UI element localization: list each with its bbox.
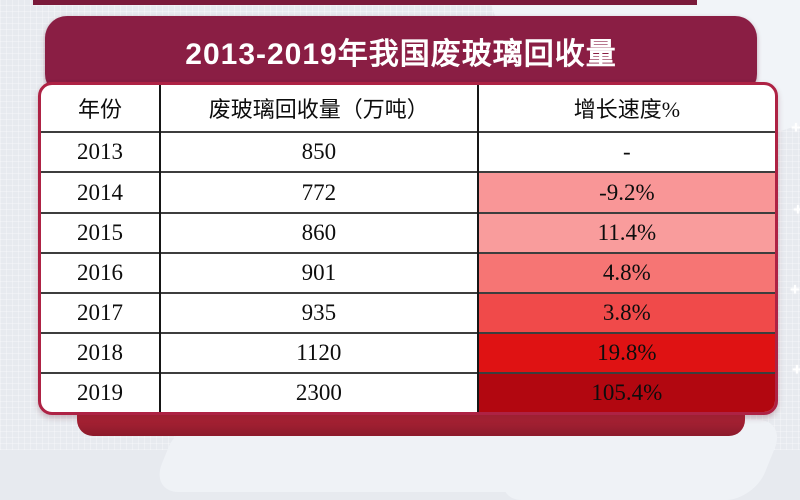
growth-cell: -9.2% xyxy=(476,171,775,213)
year-cell: 2014 xyxy=(41,171,160,213)
growth-cell: 4.8% xyxy=(476,251,775,293)
volume-cell: 901 xyxy=(158,251,478,293)
year-cell: 2015 xyxy=(41,211,160,253)
year-column-header: 年份 xyxy=(77,97,122,123)
year-cell: 2016 xyxy=(41,251,160,293)
volume-cell: 2300 xyxy=(158,372,478,412)
volume-cell: 772 xyxy=(158,171,478,213)
sparkle-icon: + xyxy=(791,118,800,137)
page-title: 2013-2019年我国废玻璃回收量 xyxy=(185,38,617,71)
growth-cell: 19.8% xyxy=(476,332,775,374)
volume-column-header: 废玻璃回收量（万吨） xyxy=(158,85,478,133)
table-row: 2017 935 3.8% xyxy=(41,291,775,334)
table-row: 2016 901 4.8% xyxy=(41,251,775,293)
year-cell: 2018 xyxy=(41,332,160,374)
volume-cell: 850 xyxy=(158,131,478,173)
growth-column-header: 增长速度% xyxy=(476,85,775,133)
volume-cell: 1120 xyxy=(158,332,478,374)
volume-cell: 860 xyxy=(158,211,478,253)
volume-cell: 935 xyxy=(158,291,478,334)
growth-cell: 3.8% xyxy=(476,291,775,334)
table-row: 2018 1120 19.8% xyxy=(41,332,775,374)
table-row: 2015 860 11.4% xyxy=(41,211,775,253)
year-cell: 2019 xyxy=(41,372,160,412)
year-cell: 2013 xyxy=(41,131,160,173)
year-cell: 2017 xyxy=(41,291,160,334)
table-row: 2019 2300 105.4% xyxy=(41,372,775,412)
table-row: 2014 772 -9.2% xyxy=(41,171,775,213)
recycling-data-table: 年份 废玻璃回收量（万吨） 增长速度% 2013 850-2014 772 -9.2%… xyxy=(41,85,775,412)
growth-cell: 11.4% xyxy=(476,211,775,253)
sparkle-icon: + xyxy=(790,280,800,299)
table-card: 年份 废玻璃回收量（万吨） 增长速度% 2013 850-2014 772 -9.2%… xyxy=(38,82,778,415)
growth-cell: 105.4% xyxy=(476,372,775,412)
sparkle-icon: + xyxy=(793,200,800,219)
top-accent-strip xyxy=(33,0,697,5)
table-row: 2013 850- xyxy=(41,131,775,173)
table-header-row: 年份 废玻璃回收量（万吨） 增长速度% xyxy=(41,85,775,133)
growth-cell: - xyxy=(476,131,775,173)
sparkle-icon: + xyxy=(792,360,800,379)
